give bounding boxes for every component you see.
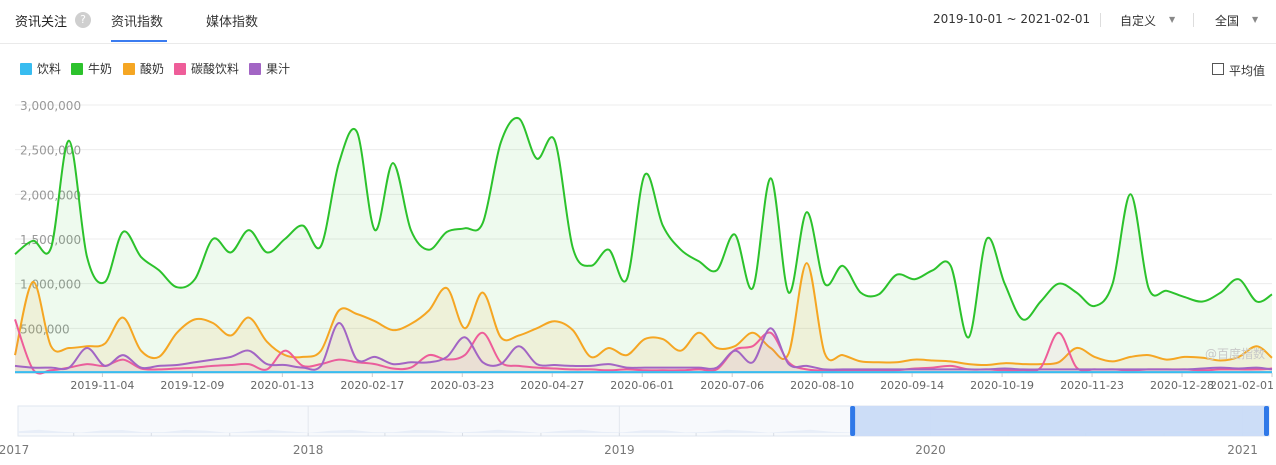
- navigator-year-label: 2020: [915, 443, 946, 457]
- x-tick-label: 2020-11-23: [1060, 379, 1124, 392]
- x-tick-label: 2020-10-19: [970, 379, 1034, 392]
- series-line: [14, 319, 1273, 375]
- legend-swatch: [20, 63, 32, 75]
- region-dropdown[interactable]: 全国: [1215, 14, 1240, 28]
- page-title: 资讯关注: [15, 15, 68, 30]
- average-label: 平均值: [1229, 64, 1266, 78]
- legend-label: 牛奶: [88, 62, 113, 76]
- y-tick-label: 2,000,000: [20, 188, 81, 202]
- legend-label: 饮料: [37, 62, 62, 76]
- x-tick-label: 2019-11-04: [70, 379, 134, 392]
- tab-media-index[interactable]: 媒体指数: [206, 15, 259, 30]
- x-tick-label: 2020-01-13: [250, 379, 314, 392]
- legend-swatch: [249, 63, 261, 75]
- custom-date-dropdown[interactable]: 自定义: [1120, 14, 1157, 28]
- navigator-selection: [852, 406, 1267, 436]
- chevron-down-icon: ▼: [1252, 15, 1259, 24]
- navigator-year-label: 2021: [1227, 443, 1258, 457]
- series-area: [15, 322, 1272, 373]
- average-checkbox[interactable]: [1212, 63, 1224, 75]
- legend-swatch: [71, 63, 83, 75]
- chevron-down-icon: ▼: [1169, 15, 1176, 24]
- series-line: [14, 262, 1273, 367]
- x-tick-label: 2020-02-17: [340, 379, 404, 392]
- x-tick-label: 2020-08-10: [790, 379, 854, 392]
- series-area: [15, 117, 1272, 373]
- x-tick-label: 2020-03-23: [430, 379, 494, 392]
- series-3: [14, 319, 1273, 375]
- x-tick-label: 2020-06-01: [610, 379, 674, 392]
- active-tab-indicator: [111, 40, 167, 42]
- divider: [1193, 13, 1194, 27]
- navigator-year-label: 2018: [293, 443, 324, 457]
- legend-swatch: [123, 63, 135, 75]
- y-tick-label: 500,000: [20, 322, 70, 336]
- series-line: [14, 116, 1273, 339]
- navigator-year-label: 2019: [604, 443, 635, 457]
- series-4: [14, 322, 1273, 373]
- series-1: [14, 116, 1273, 373]
- series-line: [14, 322, 1273, 371]
- watermark: @百度指数: [1205, 346, 1265, 361]
- navigator-year-label: 2017: [0, 443, 29, 457]
- help-icon[interactable]: ?: [75, 12, 91, 28]
- top-bar: 资讯关注 ? 资讯指数 媒体指数 2019-10-01 ~ 2021-02-01…: [0, 0, 1276, 44]
- x-tick-label: 2020-09-14: [880, 379, 944, 392]
- date-range-display[interactable]: 2019-10-01 ~ 2021-02-01: [933, 12, 1091, 26]
- x-tick-label: 2021-02-01: [1210, 379, 1274, 392]
- navigator-handle-left[interactable]: [850, 406, 856, 436]
- x-tick-label: 2020-04-27: [520, 379, 584, 392]
- legend-label: 酸奶: [140, 62, 165, 76]
- x-tick-label: 2020-12-28: [1150, 379, 1214, 392]
- legend-label: 果汁: [266, 62, 291, 76]
- tab-news-index[interactable]: 资讯指数: [111, 15, 164, 30]
- navigator-handle-right[interactable]: [1264, 406, 1269, 436]
- legend-label: 碳酸饮料: [191, 62, 240, 76]
- y-tick-label: 1,500,000: [20, 233, 81, 247]
- y-tick-label: 1,000,000: [20, 278, 81, 292]
- x-tick-label: 2019-12-09: [160, 379, 224, 392]
- legend-swatch: [174, 63, 186, 75]
- divider: [1100, 13, 1101, 27]
- x-tick-label: 2020-07-06: [700, 379, 764, 392]
- y-tick-label: 3,000,000: [20, 99, 81, 113]
